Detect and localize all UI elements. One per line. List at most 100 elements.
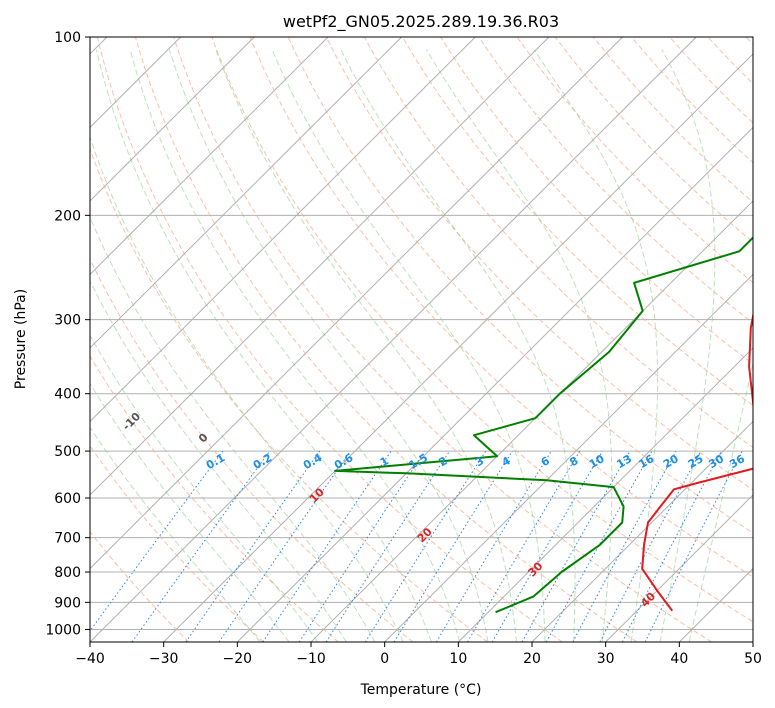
isotherm-line bbox=[163, 53, 753, 642]
chart-title: wetPf2_GN05.2025.289.19.36.R03 bbox=[283, 12, 559, 32]
adiabat-label: -10 bbox=[120, 410, 143, 433]
dry-adiabat bbox=[363, 37, 753, 448]
dry-adiabat bbox=[325, 37, 753, 491]
y-tick-label: 900 bbox=[54, 595, 81, 611]
dry-adiabat bbox=[516, 37, 753, 284]
isotherm-line bbox=[90, 37, 255, 202]
dry-adiabat bbox=[173, 37, 712, 642]
y-tick-label: 500 bbox=[54, 444, 81, 460]
isotherm-line bbox=[310, 200, 753, 642]
x-tick-label: −20 bbox=[223, 651, 253, 667]
dry-adiabat bbox=[96, 37, 563, 642]
x-tick-label: −40 bbox=[75, 651, 105, 667]
mixing-ratio-label: 3 bbox=[473, 454, 486, 469]
x-tick-label: 40 bbox=[670, 651, 688, 667]
mixing-ratio-line bbox=[90, 450, 224, 632]
moist-adiabat bbox=[688, 361, 753, 642]
moist-adiabat bbox=[659, 49, 716, 642]
plot-frame bbox=[89, 36, 754, 643]
mixing-ratio-label: 30 bbox=[706, 452, 726, 471]
dry-adiabat bbox=[554, 37, 753, 243]
mixing-ratio-line bbox=[185, 450, 321, 642]
mixing-ratio-label: 4 bbox=[500, 454, 513, 469]
dry-adiabat bbox=[287, 37, 753, 534]
mixing-ratio-label: 13 bbox=[614, 452, 634, 471]
moist-adiabat bbox=[340, 49, 576, 642]
moist-adiabat bbox=[90, 426, 261, 642]
moist-adiabat bbox=[95, 49, 432, 642]
mixing-ratio-label: 6 bbox=[539, 454, 552, 469]
dry-adiabat bbox=[249, 37, 753, 578]
moist-adiabat bbox=[90, 382, 290, 642]
isotherm-line bbox=[90, 37, 329, 276]
isotherm-line bbox=[90, 37, 476, 423]
dry-adiabat bbox=[211, 37, 753, 623]
mixing-ratio-label: 0.4 bbox=[301, 451, 325, 472]
dry-adiabat bbox=[90, 445, 264, 642]
mixing-ratio-label: 36 bbox=[727, 452, 747, 471]
dry-adiabat bbox=[592, 37, 753, 204]
y-tick-label: 400 bbox=[54, 387, 81, 403]
dry-adiabat bbox=[669, 37, 753, 124]
x-tick-label: 0 bbox=[380, 651, 389, 667]
moist-adiabat bbox=[129, 49, 461, 642]
isotherm-line bbox=[90, 37, 550, 496]
moist-adiabat bbox=[90, 215, 376, 642]
moist-adiabat bbox=[90, 135, 404, 642]
isotherm-line bbox=[678, 567, 753, 642]
isotherm-line bbox=[236, 126, 753, 642]
x-tick-label: 30 bbox=[597, 651, 615, 667]
mixing-ratio-label: 8 bbox=[567, 454, 580, 469]
mixing-ratio-line bbox=[393, 450, 513, 642]
dry-adiabat bbox=[440, 37, 753, 365]
dry-adiabat bbox=[478, 37, 753, 324]
temperature-profile-line bbox=[641, 310, 753, 612]
background-grid bbox=[90, 37, 753, 642]
mixing-ratio-line bbox=[521, 450, 631, 642]
x-tick-label: 10 bbox=[449, 651, 467, 667]
mixing-ratio-line bbox=[131, 450, 271, 642]
y-tick-label: 200 bbox=[54, 208, 81, 224]
dry-adiabat bbox=[134, 37, 638, 642]
mixing-ratio-line bbox=[218, 450, 351, 642]
mixing-ratio-line bbox=[599, 450, 702, 642]
moist-adiabat bbox=[90, 279, 347, 642]
dry-adiabat bbox=[90, 530, 190, 642]
moist-adiabat bbox=[533, 49, 659, 642]
mixing-ratio-label: 10 bbox=[587, 452, 607, 471]
mixing-ratio-line bbox=[364, 450, 487, 642]
x-tick-label: 50 bbox=[744, 651, 762, 667]
mixing-ratio-label: 20 bbox=[661, 452, 681, 471]
mixing-ratio-line bbox=[325, 450, 451, 642]
mixing-ratio-label: 0.2 bbox=[251, 451, 274, 472]
dry-adiabat bbox=[90, 355, 339, 642]
isotherm-line bbox=[457, 347, 753, 642]
isotherm-line bbox=[90, 37, 697, 642]
moist-adiabat bbox=[271, 49, 546, 642]
mixing-ratio-label: 0.1 bbox=[204, 451, 227, 472]
adiabat-label: 0 bbox=[196, 431, 211, 446]
x-tick-label: −10 bbox=[296, 651, 326, 667]
dry-adiabat bbox=[402, 37, 753, 406]
dry-adiabat bbox=[90, 147, 488, 642]
isotherm-line bbox=[531, 420, 753, 642]
isotherm-line bbox=[605, 494, 753, 642]
moist-adiabat bbox=[426, 49, 613, 642]
moist-adiabat bbox=[90, 334, 319, 642]
axes: −40 −30 −20 −10 0 10 20 30 40 5010020030040050060… bbox=[45, 30, 762, 667]
x-axis-label: Temperature (°C) bbox=[360, 682, 482, 698]
isotherm-line bbox=[90, 37, 402, 349]
y-tick-label: 300 bbox=[54, 313, 81, 329]
y-tick-label: 600 bbox=[54, 491, 81, 507]
isotherm-line bbox=[90, 37, 623, 570]
y-tick-label: 800 bbox=[54, 565, 81, 581]
moist-adiabat bbox=[215, 49, 517, 642]
profile-lines bbox=[334, 236, 753, 614]
x-tick-label: −30 bbox=[149, 651, 179, 667]
adiabat-label: 30 bbox=[525, 559, 545, 579]
moist-adiabat bbox=[168, 49, 489, 642]
isotherm-line bbox=[384, 273, 753, 642]
y-tick-label: 700 bbox=[54, 531, 81, 547]
dry-adiabat bbox=[90, 258, 414, 642]
